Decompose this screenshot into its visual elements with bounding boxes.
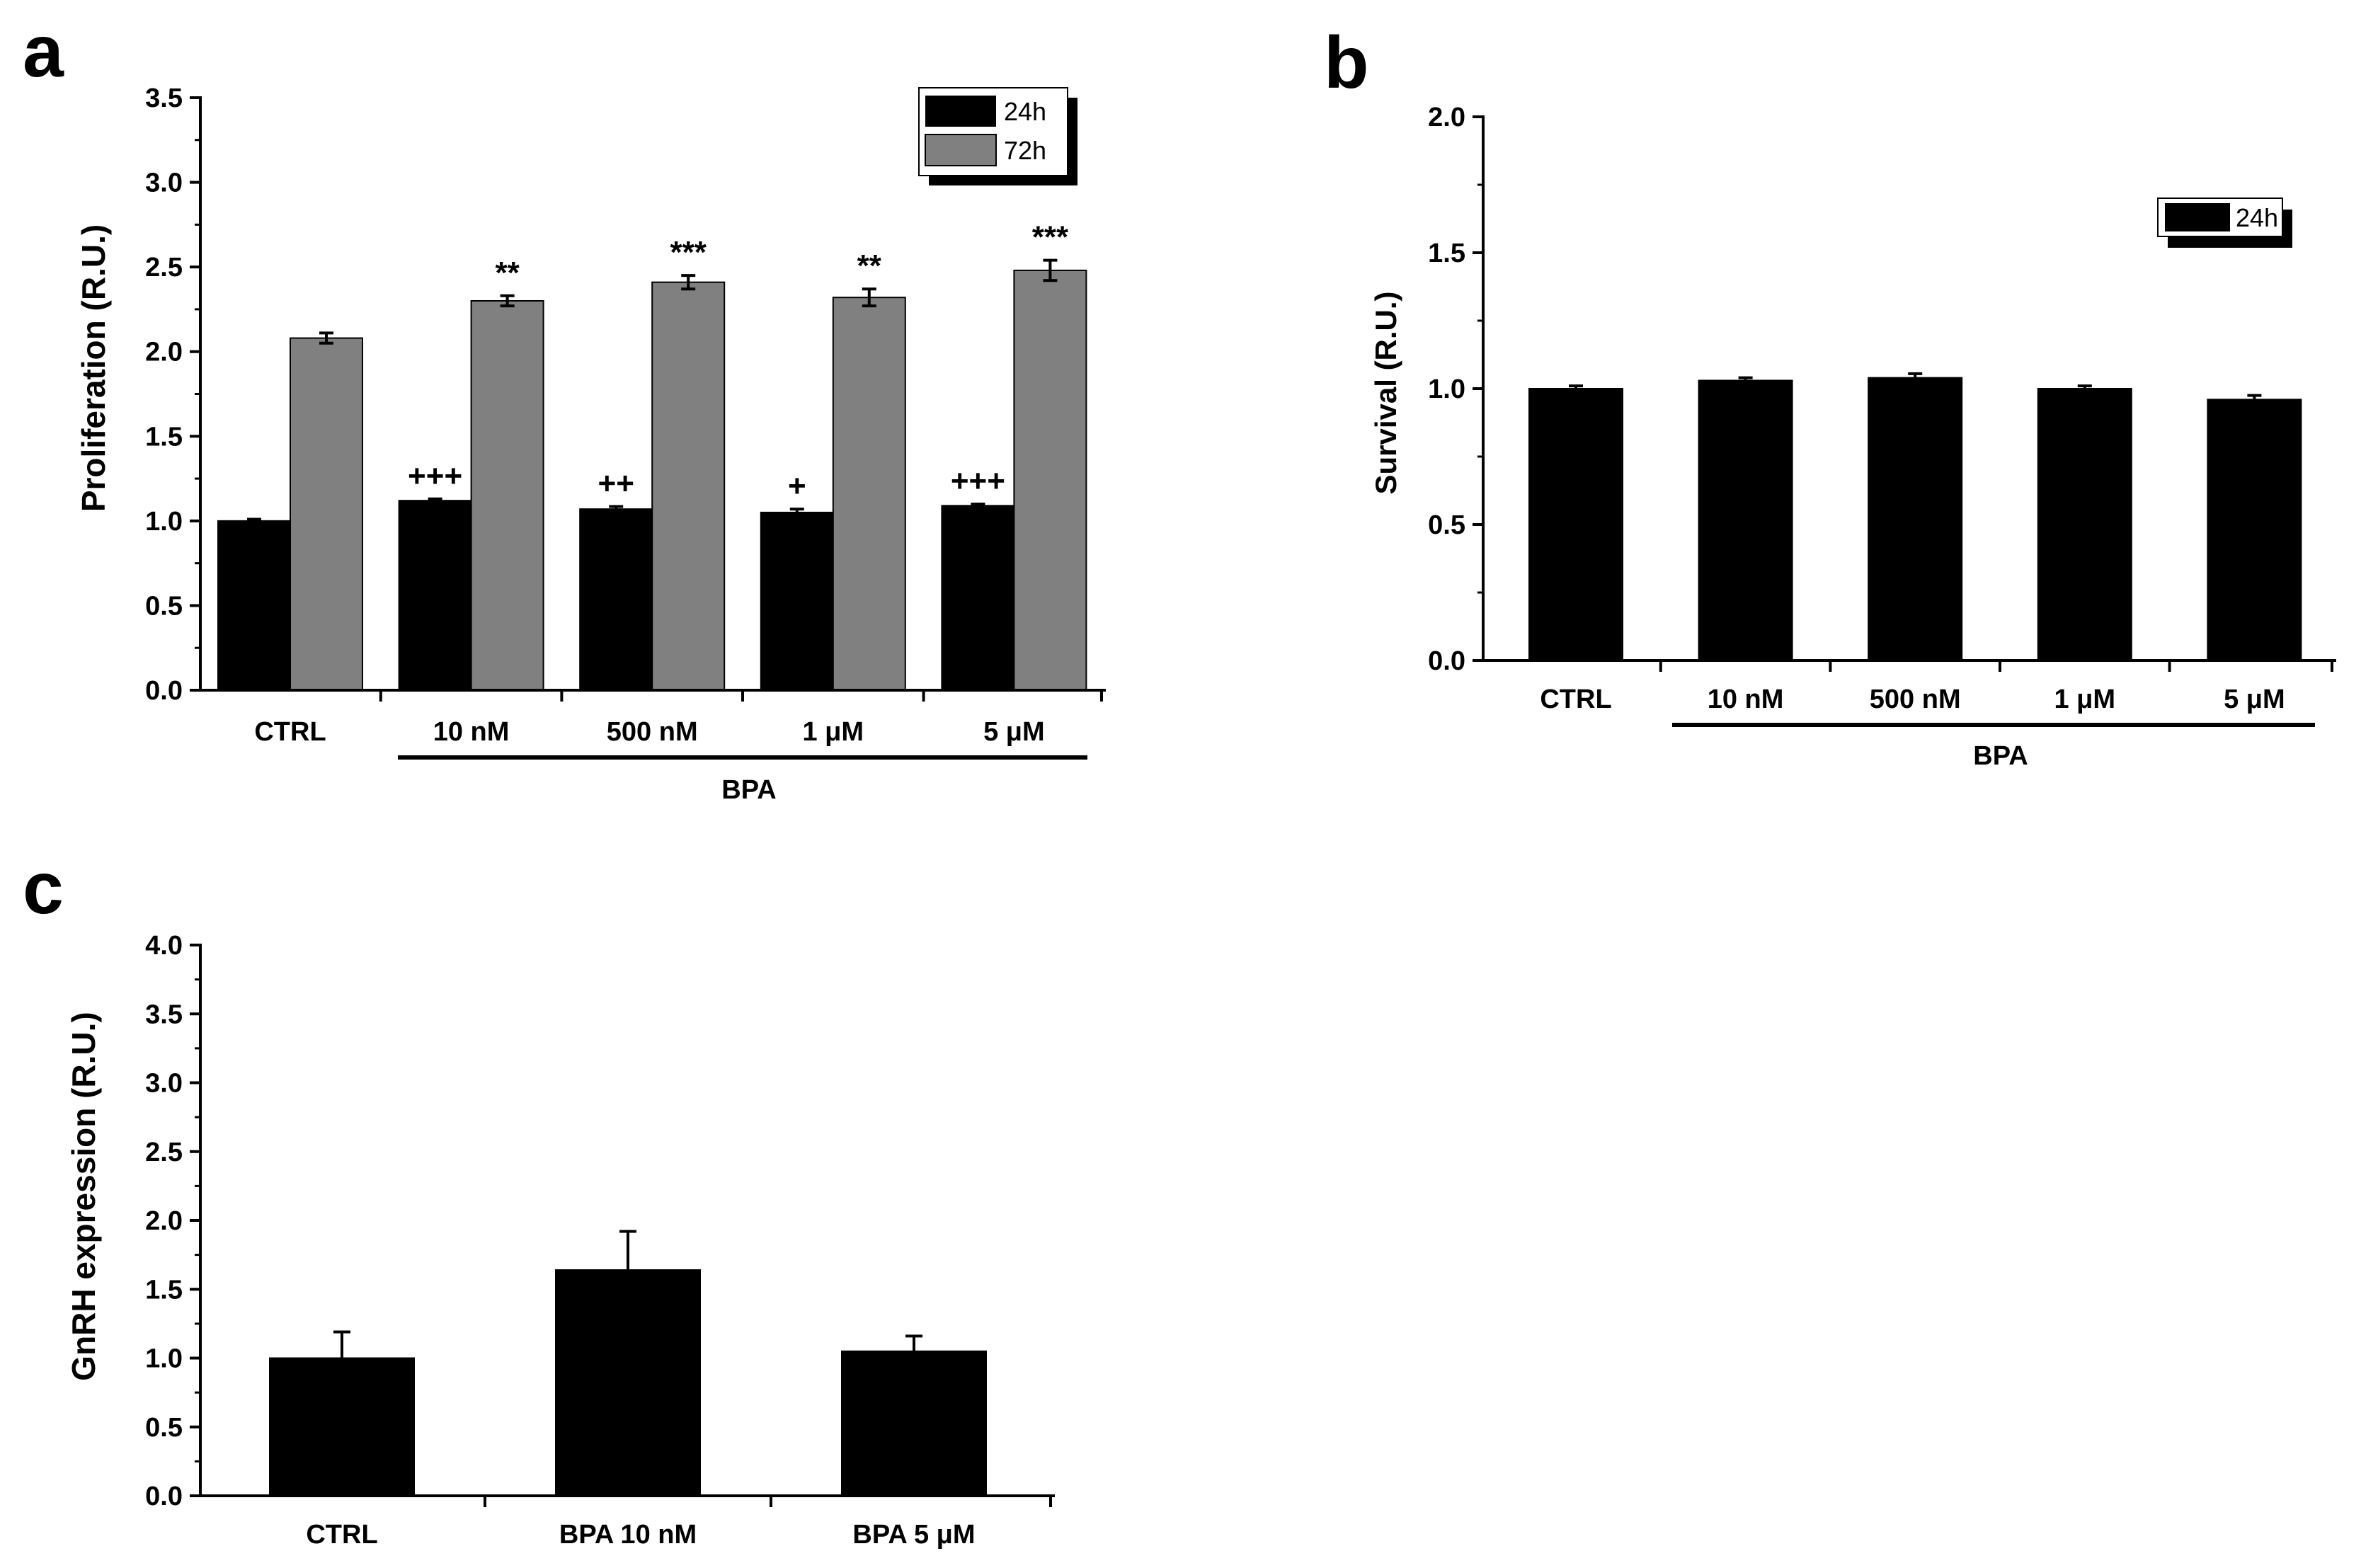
bar-a-24h xyxy=(217,520,291,691)
bar-b-24h xyxy=(1868,377,1963,661)
legend-swatch-24h-b xyxy=(2165,203,2230,231)
category-label-b: 1 μM xyxy=(2054,685,2115,714)
significance-marker-a: *** xyxy=(670,235,707,270)
chart-panel-b: 0.00.51.01.52.0 CTRL 10 nM 500 nM 1 μM 5 μM … xyxy=(1369,103,2336,771)
y-tick-label-c: 1.5 xyxy=(145,1275,183,1305)
bar-a-72h xyxy=(1013,269,1087,691)
bpa-group-label-a: BPA xyxy=(721,775,776,805)
bar-c-gnrh xyxy=(555,1269,701,1497)
y-tick-label-b: 1.5 xyxy=(1428,239,1465,268)
category-label-a: 10 nM xyxy=(433,717,510,747)
bar-a-72h xyxy=(651,281,726,691)
bar-a-24h xyxy=(941,505,1015,691)
category-label-a: 1 μM xyxy=(802,717,864,747)
category-label-a: CTRL xyxy=(254,717,326,747)
y-tick-label-c: 0.5 xyxy=(145,1413,183,1443)
bpa-group-label-b: BPA xyxy=(1973,741,2028,771)
category-label-c: CTRL xyxy=(306,1520,377,1550)
chart-panel-c: 0.0 0.5 1.0 1.5 2.0 2.5 3.0 3.5 4.0 CTRL BPA 10 n… xyxy=(65,931,1055,1550)
y-tick-label-c: 3.0 xyxy=(145,1069,183,1099)
legend-swatch-24h xyxy=(925,96,996,127)
bar-c-gnrh xyxy=(269,1357,415,1497)
panel-letter-b: b xyxy=(1324,22,1369,104)
y-tick-label-b: 0.5 xyxy=(1428,510,1465,540)
bar-a-72h xyxy=(290,337,363,691)
y-tick-label-a: 1.5 xyxy=(145,422,183,452)
significance-marker-a: ** xyxy=(857,248,882,283)
y-axis-title-a: Proliferation (R.U.) xyxy=(75,224,112,512)
legend-label-24h-b: 24h xyxy=(2236,203,2278,232)
y-axis-title-b: Survival (R.U.) xyxy=(1369,291,1402,494)
panel-letter-c: c xyxy=(23,847,64,929)
chart-panel-a: +++ ++ + +++***** ***** 0.00.51.01.52.02.53.… xyxy=(75,84,1106,805)
category-label-a: 500 nM xyxy=(607,717,698,747)
significance-marker-a: *** xyxy=(1032,220,1069,255)
bar-b-24h xyxy=(2037,388,2132,661)
y-axis-title-c: GnRH expression (R.U.) xyxy=(65,1012,102,1380)
legend-label-72h: 72h xyxy=(1004,136,1046,165)
category-label-c: BPA 10 nM xyxy=(559,1520,697,1550)
category-label-a: 5 μM xyxy=(983,717,1045,747)
y-tick-label-a: 2.0 xyxy=(145,338,183,367)
y-tick-label-b: 2.0 xyxy=(1428,103,1465,132)
y-tick-label-c: 4.0 xyxy=(145,931,183,961)
bar-a-72h xyxy=(832,297,906,691)
bar-b-24h xyxy=(1698,379,1793,661)
y-tick-label-a: 3.0 xyxy=(145,168,183,198)
y-tick-label-b: 1.0 xyxy=(1428,374,1465,404)
significance-marker-a: +++ xyxy=(951,464,1005,498)
y-tick-label-a: 2.5 xyxy=(145,253,183,282)
significance-marker-a: ** xyxy=(495,256,520,290)
category-label-b: 10 nM xyxy=(1708,685,1784,714)
panel-letter-a: a xyxy=(23,11,64,93)
legend-swatch-72h xyxy=(925,134,997,166)
bar-a-72h xyxy=(470,299,544,691)
bar-b-24h xyxy=(2207,399,2302,661)
y-tick-label-a: 1.0 xyxy=(145,507,183,537)
bar-a-24h xyxy=(579,508,653,691)
y-tick-label-c: 2.5 xyxy=(145,1138,183,1167)
significance-marker-a: +++ xyxy=(408,459,462,493)
category-label-b: CTRL xyxy=(1540,685,1611,714)
y-tick-label-a: 0.0 xyxy=(145,676,183,706)
y-tick-label-c: 3.5 xyxy=(145,1000,183,1029)
bar-c-gnrh xyxy=(841,1350,987,1497)
y-tick-label-c: 0.0 xyxy=(145,1482,183,1511)
bar-a-24h xyxy=(760,511,834,692)
y-tick-label-c: 1.0 xyxy=(145,1344,183,1374)
y-tick-label-b: 0.0 xyxy=(1428,646,1465,676)
bar-a-24h xyxy=(398,500,472,691)
legend-a: 24h 72h xyxy=(918,87,1077,185)
bar-b-24h xyxy=(1528,388,1623,661)
significance-marker-a: ++ xyxy=(598,467,634,501)
significance-marker-a: + xyxy=(788,469,806,503)
category-label-b: 500 nM xyxy=(1870,685,1961,714)
y-tick-label-a: 3.5 xyxy=(145,84,183,113)
y-tick-label-c: 2.0 xyxy=(145,1206,183,1236)
category-label-c: BPA 5 μM xyxy=(852,1520,975,1550)
legend-b: 24h xyxy=(2157,198,2292,248)
y-tick-label-a: 0.5 xyxy=(145,591,183,621)
category-label-b: 5 μM xyxy=(2224,685,2285,714)
legend-label-24h: 24h xyxy=(1004,97,1046,126)
